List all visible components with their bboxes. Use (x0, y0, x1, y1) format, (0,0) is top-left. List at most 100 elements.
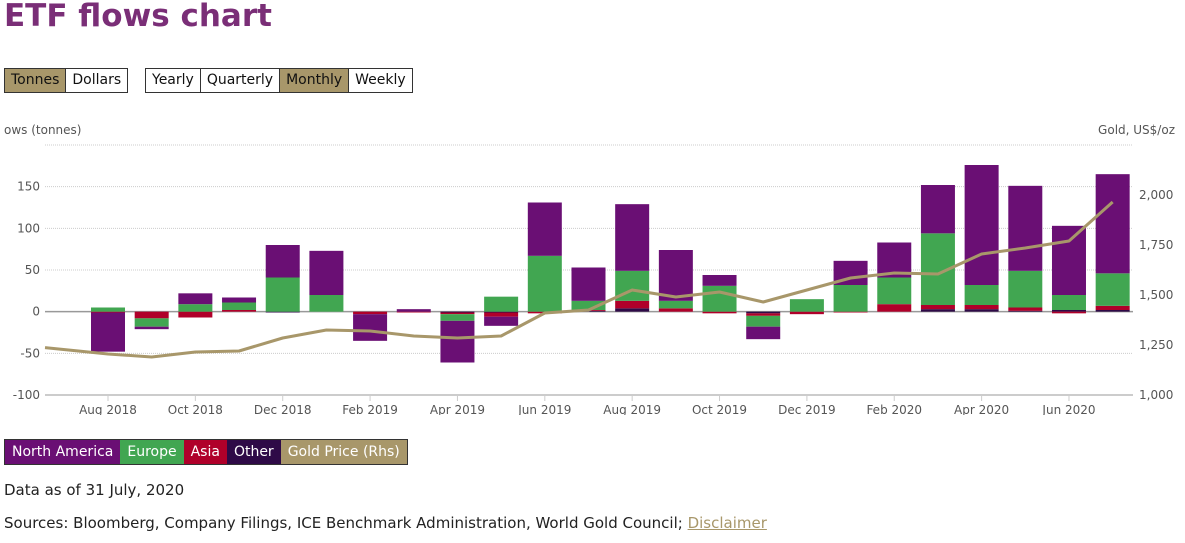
bar-north-america[interactable] (134, 326, 169, 330)
bar-europe[interactable] (1051, 295, 1086, 310)
bar-asia[interactable] (1095, 305, 1130, 310)
legend-europe[interactable]: Europe (120, 440, 184, 464)
sources-label: Sources: Bloomberg, Company Filings, ICE… (4, 514, 683, 532)
y-tick-label: 100 (17, 221, 40, 235)
bar-other[interactable] (746, 311, 781, 314)
etf-flows-chart: ows (tonnes) Gold, US$/oz -100 -50 0 50 100 1… (4, 123, 1175, 415)
bar-europe[interactable] (658, 300, 693, 309)
legend-gold-price[interactable]: Gold Price (Rhs) (280, 440, 407, 464)
bar-north-america[interactable] (484, 316, 519, 326)
legend-asia[interactable]: Asia (183, 440, 227, 464)
bar-europe[interactable] (1095, 273, 1130, 306)
y-axis-label: ows (tonnes) (4, 123, 81, 137)
bar-north-america[interactable] (1095, 174, 1130, 274)
quarterly-button[interactable]: Quarterly (200, 68, 281, 93)
bar-asia[interactable] (615, 300, 650, 309)
bar-north-america[interactable] (1008, 185, 1043, 271)
bar-other[interactable] (920, 309, 955, 312)
bar-asia[interactable] (833, 311, 868, 313)
bar-europe[interactable] (178, 304, 213, 312)
tonnes-button[interactable]: Tonnes (4, 68, 67, 93)
bar-asia[interactable] (789, 311, 824, 315)
bar-europe[interactable] (134, 318, 169, 327)
bar-europe[interactable] (702, 285, 737, 312)
bar-north-america[interactable] (964, 165, 999, 285)
disclaimer-link[interactable]: Disclaimer (687, 514, 767, 532)
bar-asia[interactable] (1051, 311, 1086, 314)
bar-asia[interactable] (91, 311, 125, 313)
bar-north-america[interactable] (702, 275, 737, 286)
yearly-button[interactable]: Yearly (145, 68, 201, 93)
bar-asia[interactable] (877, 304, 912, 312)
x-tick-label: Aug 2019 (603, 403, 661, 415)
weekly-button[interactable]: Weekly (349, 68, 413, 93)
bar-asia[interactable] (222, 310, 257, 312)
x-tick-label: Oct 2018 (168, 403, 223, 415)
bar-asia[interactable] (353, 311, 388, 315)
bar-europe[interactable] (265, 277, 300, 312)
bar-asia[interactable] (658, 308, 693, 312)
bar-north-america[interactable] (527, 202, 562, 256)
bar-north-america[interactable] (178, 293, 213, 305)
bar-asia[interactable] (964, 305, 999, 310)
bar-north-america[interactable] (396, 309, 431, 312)
bar-other[interactable] (1008, 310, 1043, 312)
legend-other[interactable]: Other (226, 440, 281, 464)
y-tick-label: 50 (25, 263, 40, 277)
bar-north-america[interactable] (222, 297, 257, 303)
x-tick-label: Jun 2019 (517, 403, 571, 415)
y2-tick-label: 1,000 (1139, 388, 1173, 402)
bar-north-america[interactable] (91, 312, 125, 352)
x-tick-label: Apr 2020 (954, 403, 1009, 415)
bar-europe[interactable] (833, 285, 868, 312)
bar-asia[interactable] (1008, 307, 1043, 311)
bar-asia[interactable] (746, 313, 781, 316)
bar-north-america[interactable] (440, 320, 475, 363)
x-tick-label: Dec 2019 (778, 403, 836, 415)
bar-asia[interactable] (178, 311, 213, 318)
bar-europe[interactable] (527, 255, 562, 312)
bar-asia[interactable] (702, 311, 737, 314)
bar-europe[interactable] (440, 314, 475, 321)
legend-north-america[interactable]: North America (5, 440, 121, 464)
bar-europe[interactable] (789, 299, 824, 312)
bar-other[interactable] (964, 309, 999, 312)
bar-north-america[interactable] (658, 250, 693, 301)
dollars-button[interactable]: Dollars (66, 68, 129, 93)
bar-europe[interactable] (222, 302, 257, 311)
bar-north-america[interactable] (353, 314, 388, 341)
y-tick-label: 150 (17, 180, 40, 194)
bar-north-america[interactable] (615, 204, 650, 271)
bar-other[interactable] (1051, 310, 1086, 312)
bar-europe[interactable] (91, 307, 125, 312)
bar-other[interactable] (615, 308, 650, 312)
bar-asia[interactable] (440, 312, 475, 315)
bar-north-america[interactable] (265, 245, 300, 278)
bar-other[interactable] (265, 311, 300, 313)
bar-other[interactable] (484, 311, 519, 313)
bar-north-america[interactable] (309, 250, 344, 295)
bar-europe[interactable] (484, 296, 519, 312)
bar-europe[interactable] (746, 315, 781, 327)
gold-price-line[interactable] (44, 200, 1114, 359)
bar-asia[interactable] (920, 305, 955, 310)
bar-europe[interactable] (877, 277, 912, 305)
bar-asia[interactable] (396, 311, 431, 313)
sources-text: Sources: Bloomberg, Company Filings, ICE… (4, 514, 767, 532)
monthly-button[interactable]: Monthly (280, 68, 350, 93)
bar-europe[interactable] (1008, 270, 1043, 308)
bar-north-america[interactable] (746, 326, 781, 340)
bar-asia[interactable] (134, 311, 169, 319)
bar-asia[interactable] (484, 312, 519, 317)
y-tick-label: 0 (32, 305, 40, 319)
y2-tick-label: 1,250 (1139, 338, 1173, 352)
bar-europe[interactable] (964, 285, 999, 305)
bar-europe[interactable] (309, 295, 344, 312)
bar-other[interactable] (440, 311, 475, 313)
period-toggle: Yearly Quarterly Monthly Weekly (145, 68, 413, 93)
bar-north-america[interactable] (571, 267, 606, 301)
bar-europe[interactable] (571, 300, 606, 310)
bar-other[interactable] (1095, 310, 1130, 312)
bar-north-america[interactable] (1051, 225, 1086, 295)
bar-north-america[interactable] (920, 185, 955, 234)
